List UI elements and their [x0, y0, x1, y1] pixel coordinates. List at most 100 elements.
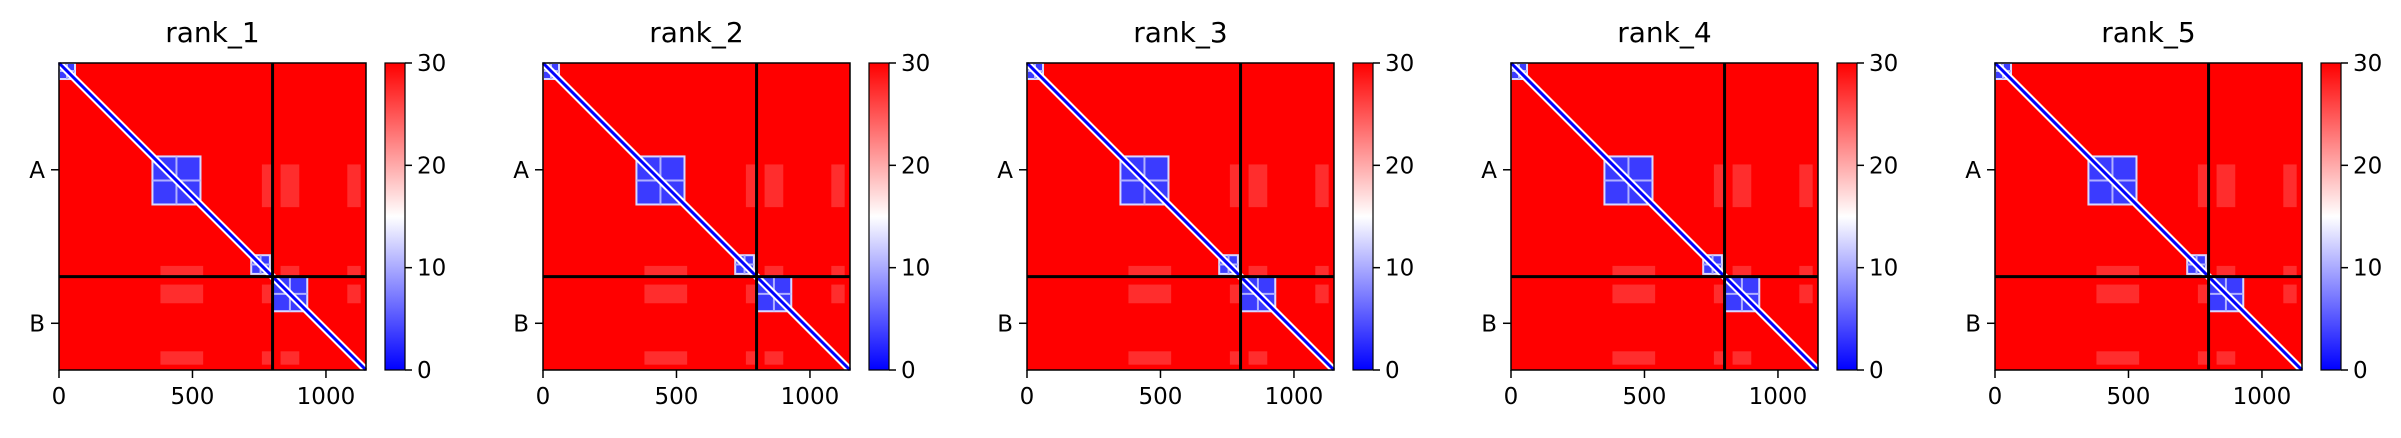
diagonal-line — [541, 61, 852, 372]
heatmap-panel-3: rank_3 0 500 1000 A B 0 10 20 30 — [997, 16, 1414, 410]
texture-block — [1732, 164, 1752, 208]
texture-block — [2216, 164, 2236, 208]
x-tick-label: 0 — [52, 384, 67, 410]
diagonal-line — [57, 61, 368, 372]
texture-block — [1128, 265, 1172, 277]
x-tick-label: 500 — [171, 384, 215, 410]
texture-block — [1799, 265, 1813, 277]
colorbar-tick-label: 20 — [417, 153, 446, 179]
x-tick-label: 0 — [1988, 384, 2003, 410]
diagonal-line — [1993, 61, 2304, 372]
y-tick-label: A — [1481, 158, 1497, 184]
colorbar-tick-label: 30 — [1869, 51, 1898, 77]
texture-block — [1612, 265, 1656, 277]
texture-block — [2096, 284, 2140, 304]
texture-block — [2283, 164, 2297, 208]
colorbar-tick-label: 0 — [1869, 358, 1884, 384]
texture-block — [347, 265, 361, 277]
heatmap-panel-2: rank_2 0 500 1000 A B 0 10 20 30 — [513, 16, 930, 410]
texture-block — [1128, 284, 1172, 304]
texture-block — [2283, 265, 2297, 277]
x-tick-label: 1000 — [1265, 384, 1324, 410]
colorbar-tick-label: 10 — [901, 256, 930, 282]
texture-block — [764, 164, 784, 208]
axes-frame — [58, 62, 367, 371]
colorbar-tick-label: 10 — [1385, 256, 1414, 282]
x-tick-label: 500 — [655, 384, 699, 410]
x-tick-label: 0 — [1020, 384, 1035, 410]
colorbar-tick-label: 20 — [1869, 153, 1898, 179]
colorbar-tick-label: 20 — [901, 153, 930, 179]
y-tick-label: A — [29, 158, 45, 184]
texture-block — [644, 265, 688, 277]
colorbar-tick-label: 10 — [1869, 256, 1898, 282]
y-tick-label: B — [1481, 311, 1497, 337]
texture-block — [831, 164, 845, 208]
texture-block — [1315, 284, 1329, 304]
colorbar-tick-label: 30 — [417, 51, 446, 77]
colorbar — [2320, 62, 2342, 371]
colorbar — [1836, 62, 1858, 371]
texture-block — [764, 265, 784, 277]
y-tick-label: A — [1965, 158, 1981, 184]
texture-block — [280, 265, 300, 277]
x-tick-label: 1000 — [2233, 384, 2292, 410]
texture-block — [831, 265, 845, 277]
colorbar — [1352, 62, 1374, 371]
colorbar-tick-label: 20 — [2353, 153, 2382, 179]
texture-block — [2197, 164, 2209, 208]
x-tick-label: 1000 — [297, 384, 356, 410]
panel-title: rank_1 — [165, 16, 259, 49]
colorbar-tick-label: 0 — [417, 358, 432, 384]
texture-block — [644, 284, 688, 304]
y-tick-label: A — [997, 158, 1013, 184]
texture-block — [1229, 284, 1241, 304]
texture-block — [745, 284, 757, 304]
texture-block — [160, 351, 204, 365]
texture-block — [764, 351, 784, 365]
colorbar-tick-label: 10 — [417, 256, 446, 282]
colorbar-tick-label: 0 — [901, 358, 916, 384]
colorbar-tick-label: 30 — [901, 51, 930, 77]
colorbar-tick-label: 30 — [1385, 51, 1414, 77]
diagonal-line — [1509, 61, 1820, 372]
texture-block — [160, 284, 204, 304]
texture-block — [1799, 164, 1813, 208]
texture-block — [1732, 265, 1752, 277]
texture-block — [1229, 164, 1241, 208]
texture-block — [280, 351, 300, 365]
y-tick-label: A — [513, 158, 529, 184]
texture-block — [745, 351, 757, 365]
axes-frame — [1026, 62, 1335, 371]
x-tick-label: 1000 — [1749, 384, 1808, 410]
texture-block — [1315, 265, 1329, 277]
texture-block — [745, 164, 757, 208]
texture-block — [261, 164, 273, 208]
texture-block — [2216, 351, 2236, 365]
colorbar — [868, 62, 890, 371]
y-tick-label: B — [1965, 311, 1981, 337]
panel-title: rank_5 — [2101, 16, 2195, 49]
texture-block — [347, 164, 361, 208]
x-tick-label: 0 — [536, 384, 551, 410]
texture-block — [1713, 284, 1725, 304]
texture-block — [160, 265, 204, 277]
texture-block — [347, 284, 361, 304]
texture-block — [1612, 284, 1656, 304]
texture-block — [1248, 265, 1268, 277]
heatmap-panel-5: rank_5 0 500 1000 A B 0 10 20 30 — [1965, 16, 2382, 410]
texture-block — [2283, 284, 2297, 304]
x-tick-label: 500 — [1623, 384, 1667, 410]
texture-block — [261, 284, 273, 304]
x-tick-label: 0 — [1504, 384, 1519, 410]
colorbar-tick-label: 0 — [2353, 358, 2368, 384]
texture-block — [1713, 351, 1725, 365]
texture-block — [1713, 164, 1725, 208]
panel-title: rank_3 — [1133, 16, 1227, 49]
heatmap-panel-1: rank_1 0 500 1000 A B 0 10 20 30 — [29, 16, 446, 410]
texture-block — [1732, 351, 1752, 365]
texture-block — [1612, 351, 1656, 365]
texture-block — [1229, 351, 1241, 365]
texture-block — [280, 164, 300, 208]
